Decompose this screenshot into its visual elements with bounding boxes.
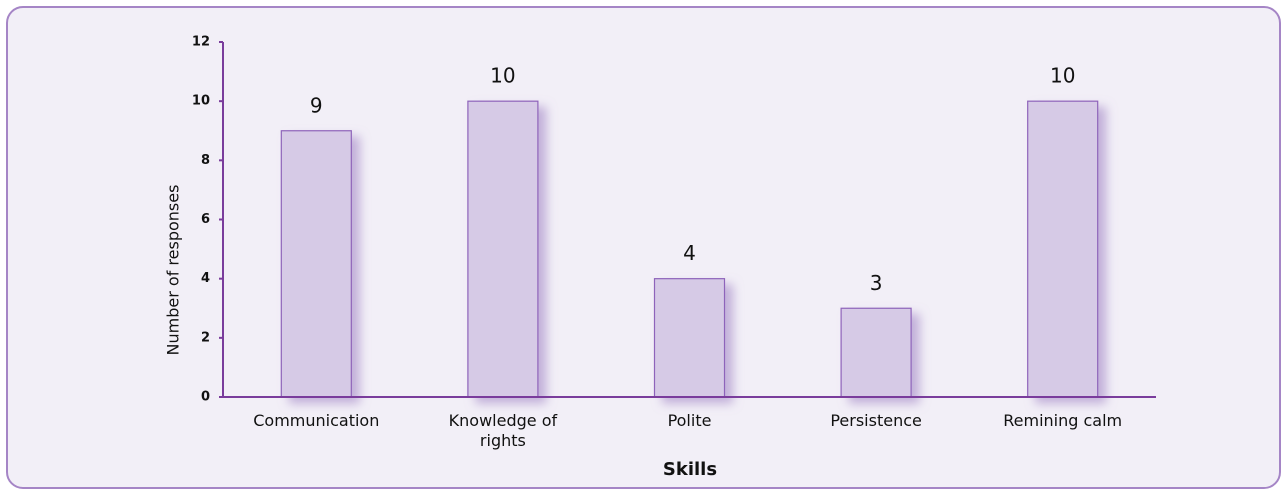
value-label: 10 [1050,64,1075,88]
value-label: 10 [490,64,515,88]
y-tick-label: 6 [201,212,210,227]
y-tick-label: 0 [201,390,210,405]
bar [840,307,912,398]
x-tick-label: Remining calm [1003,411,1123,430]
x-tick-label: Polite [667,411,712,430]
value-label: 3 [870,271,883,295]
y-tick-label: 2 [201,330,210,345]
y-tick-label: 8 [201,153,210,168]
x-tick-label: Knowledge of rights [448,411,558,450]
value-label: 9 [310,93,323,117]
bar [467,100,539,398]
bar [280,130,352,398]
y-axis-label: Number of responses [164,185,183,356]
y-tick-label: 10 [192,94,210,109]
x-tick-label: Persistence [830,411,922,430]
x-axis-label: Skills [663,459,717,480]
bar [1027,100,1099,398]
value-label: 4 [683,241,696,265]
y-tick-label: 12 [192,35,210,50]
y-tick-label: 4 [201,271,210,286]
x-tick-label: Communication [253,411,380,430]
bar [653,278,726,398]
